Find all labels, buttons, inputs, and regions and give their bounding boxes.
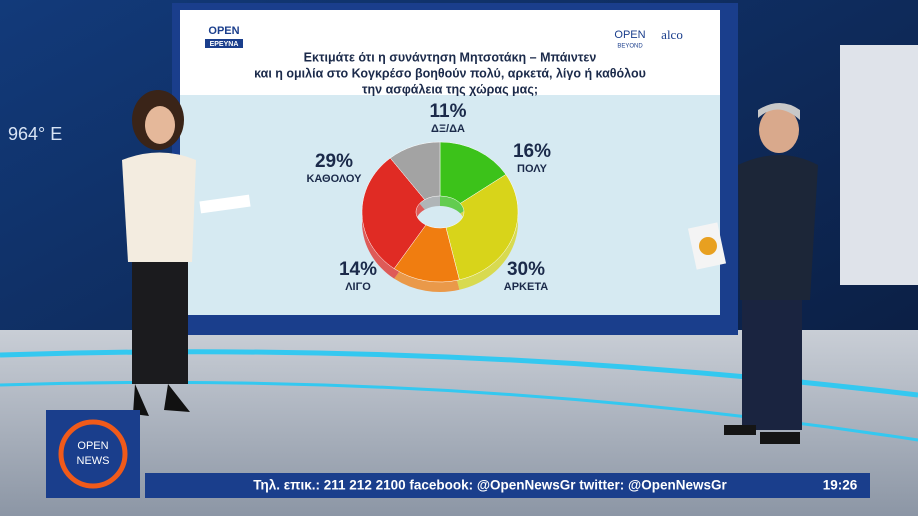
channel-logo-ring — [58, 419, 128, 489]
slice-value-label: 14% — [339, 259, 377, 280]
slice-value-label: 16% — [513, 141, 551, 162]
logo-sub: ΕΡΕΥΝΑ — [210, 41, 239, 48]
logo-sub-box — [205, 39, 243, 48]
donut-chart: 16%ΠΟΛΥ 30%ΑΡΚΕΤΑ 14%ΛΙΓΟ 29%ΚΑΘΟΛΟΥ 11%ΔΞ/Δ… — [306, 101, 551, 293]
studio-wall — [840, 45, 918, 285]
slice-category-label: ΛΙΓΟ — [345, 281, 371, 293]
slice-value-label: 30% — [507, 259, 545, 280]
logo: alco — [661, 27, 683, 42]
slice-category-label: ΔΞ/ΔΑ — [431, 123, 465, 135]
clock: 19:26 — [823, 478, 858, 493]
background-text: 964° E — [8, 124, 62, 144]
channel-logo: OPEN — [77, 440, 108, 452]
channel-logo: NEWS — [77, 455, 110, 467]
slice — [361, 157, 427, 269]
logo-sub: BEYOND — [617, 44, 643, 50]
slice-value-label: 29% — [315, 151, 353, 172]
question: και η ομιλία στο Κογκρέσο βοηθούν πολύ, … — [254, 66, 646, 80]
presenter-left — [122, 90, 251, 416]
ticker-bar — [145, 473, 870, 498]
presenter-right — [687, 103, 818, 444]
logo: OPEN — [208, 25, 239, 37]
slice-category-label: ΚΑΘΟΛΟΥ — [306, 173, 362, 185]
slice-value-label: 11% — [430, 101, 467, 122]
slice — [445, 174, 519, 281]
ticker-text: Τηλ. επικ.: 211 212 2100 facebook: @Open… — [253, 478, 727, 493]
slice — [389, 141, 441, 200]
slice-category-label: ΑΡΚΕΤΑ — [504, 281, 548, 293]
slice — [439, 141, 507, 204]
question: Εκτιμάτε ότι η συνάντηση Μητσοτάκη – Μπά… — [304, 50, 597, 64]
question: την ασφάλεια της χώρας μας; — [362, 82, 538, 96]
slice-category-label: ΠΟΛΥ — [517, 163, 548, 175]
logo: OPEN — [614, 29, 645, 41]
